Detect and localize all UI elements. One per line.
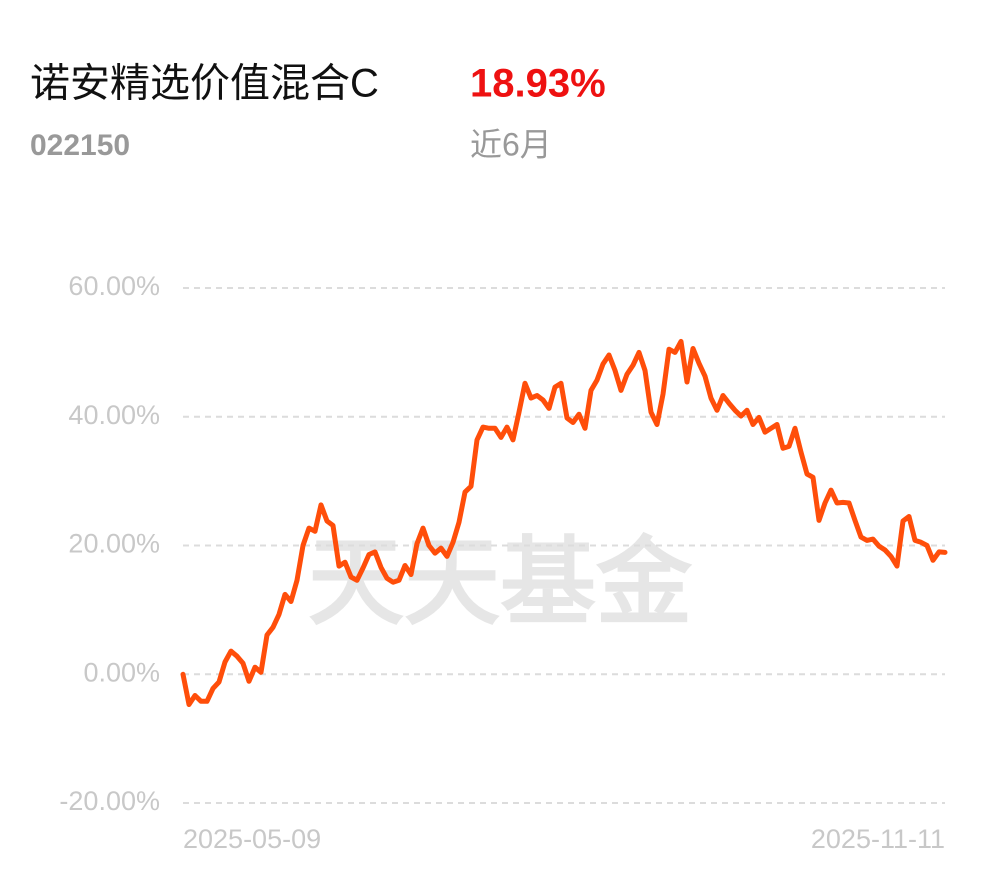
y-tick-label: 20.00%: [68, 529, 160, 559]
fund-return: 18.93%: [470, 62, 606, 106]
watermark: 天天基金: [308, 529, 693, 636]
y-tick-label: 0.00%: [83, 657, 160, 687]
period-label: 近6月: [470, 126, 552, 162]
y-tick-label: -20.00%: [59, 786, 160, 816]
fund-title: 诺安精选价值混合C: [30, 62, 379, 106]
line-series: [180, 338, 948, 707]
fund-code: 022150: [30, 129, 130, 162]
x-tick-label: 2025-11-11: [811, 824, 945, 854]
y-tick-label: 40.00%: [68, 400, 160, 430]
y-tick-label: 60.00%: [68, 271, 160, 301]
x-tick-label: 2025-05-09: [183, 824, 321, 854]
